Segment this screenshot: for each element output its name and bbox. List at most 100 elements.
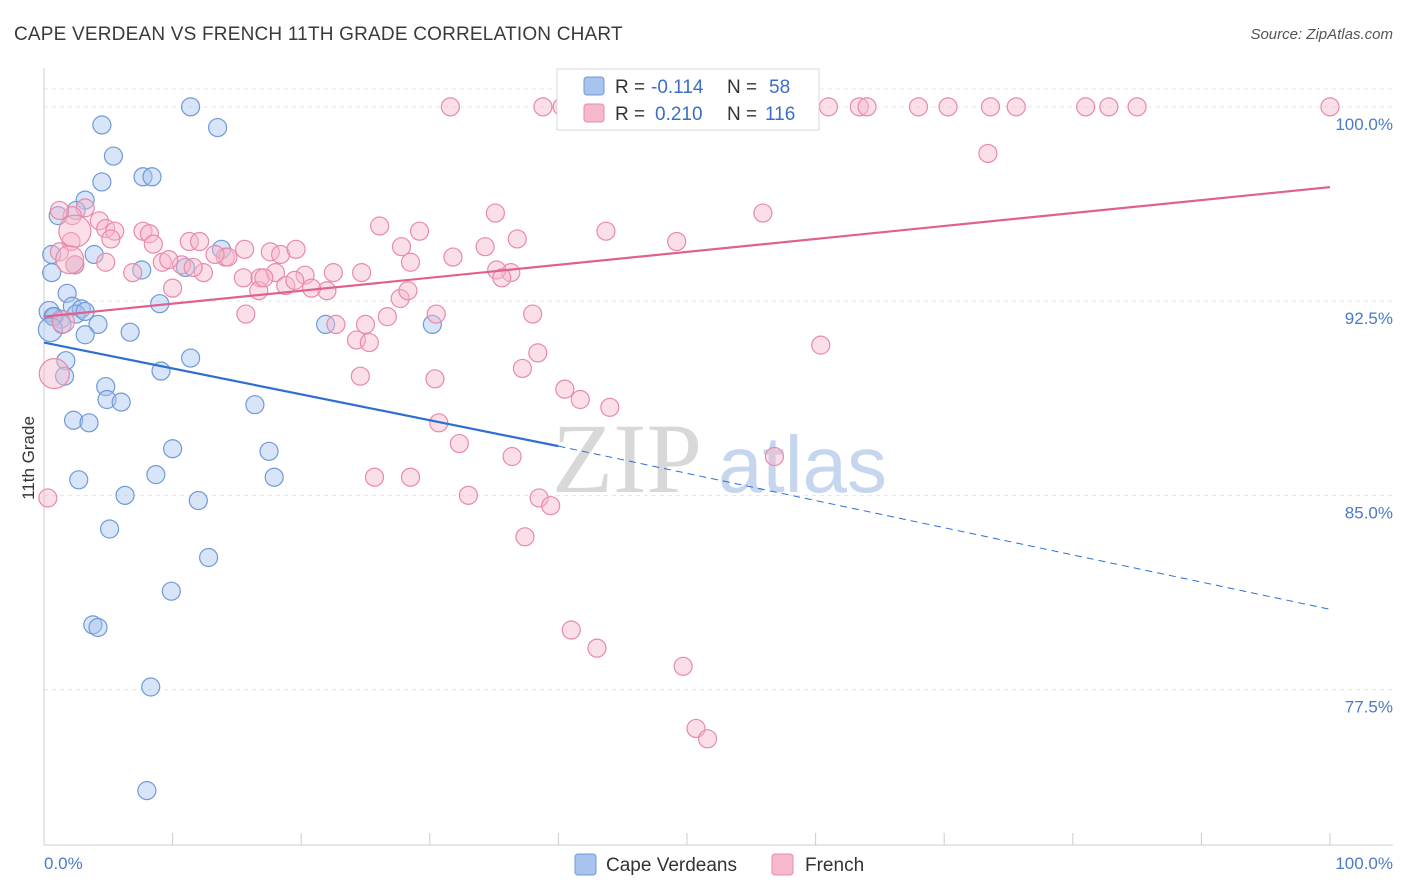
point-cape-verdeans-6 [92, 172, 112, 192]
point-french-36 [143, 234, 163, 254]
point-cape-verdeans-33 [422, 314, 442, 335]
point-french-117 [55, 245, 85, 275]
point-cape-verdeans-45 [259, 441, 279, 461]
point-french-99 [600, 397, 620, 417]
legend-r-label-cape-verdeans: R = [615, 77, 645, 98]
trend-line-cape-verdeans [43, 341, 559, 448]
point-french-116 [38, 358, 70, 390]
point-french-55 [443, 247, 463, 267]
point-french-88 [523, 304, 543, 324]
point-french-20 [1006, 97, 1026, 117]
y-tick-label-2: 85.0% [1345, 503, 1393, 522]
point-french-70 [400, 252, 421, 272]
point-french-40 [235, 239, 255, 259]
point-french-110 [561, 620, 581, 640]
legend-n-value-cape-verdeans: 58 [769, 77, 790, 98]
point-french-58 [96, 252, 116, 272]
point-french-92 [528, 343, 548, 363]
point-cape-verdeans-29 [37, 316, 64, 343]
point-cape-verdeans-49 [115, 485, 135, 505]
series-cape-verdeans [37, 97, 442, 801]
watermark: ZIP atlas [552, 403, 887, 514]
point-cape-verdeans-46 [69, 470, 89, 490]
point-french-24 [1320, 97, 1340, 117]
point-french-68 [323, 263, 343, 283]
point-french-21 [1076, 97, 1096, 117]
point-cape-verdeans-52 [199, 547, 219, 568]
point-french-25 [978, 143, 998, 164]
point-french-97 [555, 379, 575, 399]
point-french-91 [359, 332, 379, 353]
point-french-115 [38, 488, 58, 508]
point-cape-verdeans-13 [42, 263, 62, 283]
point-french-47 [370, 216, 390, 236]
point-french-52 [596, 221, 616, 241]
point-french-81 [163, 278, 183, 298]
point-cape-verdeans-55 [88, 617, 108, 638]
point-cape-verdeans-40 [111, 392, 131, 412]
x-ticks [43, 833, 1331, 845]
point-french-101 [449, 433, 469, 454]
legend-box: R = -0.114 N = 58 R = 0.210 N = 116 [556, 68, 820, 131]
point-french-17 [908, 97, 929, 117]
legend-r-label-french: R = [615, 104, 645, 125]
trend-line-extension-cape-verdeans [558, 445, 1331, 610]
point-french-114 [697, 729, 718, 749]
point-french-82 [390, 288, 410, 309]
point-cape-verdeans-43 [79, 413, 99, 433]
point-french-19 [980, 97, 1001, 117]
point-french-108 [541, 496, 561, 516]
legend-r-value-cape-verdeans: -0.114 [651, 77, 704, 98]
point-french-95 [350, 366, 370, 386]
point-french-50 [507, 229, 527, 249]
point-french-74 [276, 275, 296, 296]
point-french-96 [425, 369, 445, 389]
watermark-zip: ZIP [552, 403, 702, 514]
legend-n-value-french: 116 [765, 104, 795, 125]
x-tick-label-left: 0.0% [44, 854, 83, 873]
y-tick-label-0: 100.0% [1335, 115, 1393, 134]
point-french-33 [139, 224, 160, 244]
point-french-112 [673, 656, 693, 676]
legend-swatch-french [583, 103, 605, 123]
point-cape-verdeans-11 [84, 244, 104, 265]
point-french-98 [570, 389, 590, 410]
point-french-49 [485, 203, 505, 223]
point-french-84 [236, 304, 256, 324]
point-french-34 [179, 231, 199, 252]
point-french-111 [587, 638, 607, 658]
point-french-29 [89, 211, 109, 231]
point-french-15 [849, 97, 869, 117]
point-cape-verdeans-0 [181, 97, 201, 117]
point-french-104 [364, 467, 385, 487]
point-cape-verdeans-47 [146, 465, 166, 485]
bottom-legend-label-cape-verdeans: Cape Verdeans [606, 855, 737, 876]
point-french-118 [58, 214, 92, 248]
point-cape-verdeans-2 [92, 115, 112, 135]
point-cape-verdeans-28 [88, 314, 108, 335]
y-tick-label-1: 92.5% [1345, 309, 1393, 328]
bottom-legend: Cape Verdeans French [574, 853, 864, 876]
point-cape-verdeans-32 [316, 314, 336, 335]
point-cape-verdeans-50 [188, 490, 208, 511]
point-french-22 [1099, 97, 1119, 117]
point-french-64 [233, 268, 253, 288]
trend-lines [43, 186, 1331, 610]
point-french-85 [355, 314, 376, 335]
point-french-106 [458, 485, 478, 505]
point-french-102 [502, 446, 522, 467]
point-french-54 [753, 203, 773, 223]
point-french-89 [326, 314, 346, 335]
point-french-56 [391, 237, 412, 257]
point-cape-verdeans-39 [97, 389, 117, 410]
legend-n-label-french: N = [727, 104, 757, 125]
point-french-76 [317, 281, 337, 301]
point-french-94 [811, 335, 831, 355]
point-french-83 [398, 281, 418, 301]
point-french-93 [512, 358, 532, 379]
gridlines [44, 88, 1393, 691]
legend-n-label-cape-verdeans: N = [727, 77, 757, 98]
point-french-28 [49, 200, 70, 221]
legend-swatch-cape-verdeans [583, 76, 605, 96]
